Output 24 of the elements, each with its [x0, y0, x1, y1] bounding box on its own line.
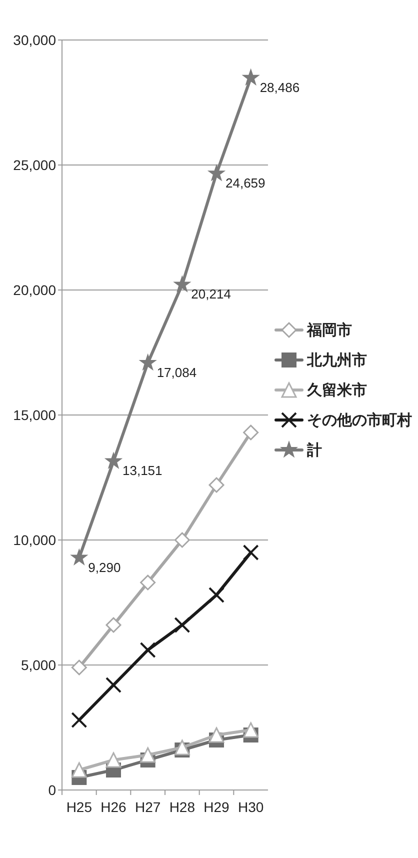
y-tick-label: 15,000 [13, 407, 56, 423]
data-label: 9,290 [88, 560, 121, 575]
y-tick-label: 20,000 [13, 282, 56, 298]
x-tick-label: H28 [169, 799, 196, 815]
legend-label: 福岡市 [306, 321, 352, 339]
legend-label: その他の市町村 [307, 411, 412, 429]
x-tick-label: H26 [100, 799, 127, 815]
x-tick-label: H29 [204, 799, 230, 815]
y-tick-label: 30,000 [13, 32, 56, 48]
x-tick-label: H25 [66, 799, 92, 815]
data-label: 24,659 [226, 176, 266, 191]
x-tick-label: H30 [238, 799, 264, 815]
y-tick-label: 5,000 [20, 657, 56, 673]
data-label: 20,214 [191, 286, 231, 302]
data-label: 28,486 [260, 80, 300, 95]
data-label: 17,084 [156, 364, 197, 380]
legend-label: 北九州市 [306, 351, 367, 369]
y-tick-label: 0 [48, 782, 56, 798]
data-label: 13,151 [122, 463, 162, 478]
y-tick-label: 25,000 [13, 157, 56, 173]
legend-label: 計 [306, 442, 322, 459]
x-tick-label: H27 [134, 799, 161, 815]
legend-label: 久留米市 [306, 381, 367, 399]
y-tick-label: 10,000 [13, 532, 56, 548]
